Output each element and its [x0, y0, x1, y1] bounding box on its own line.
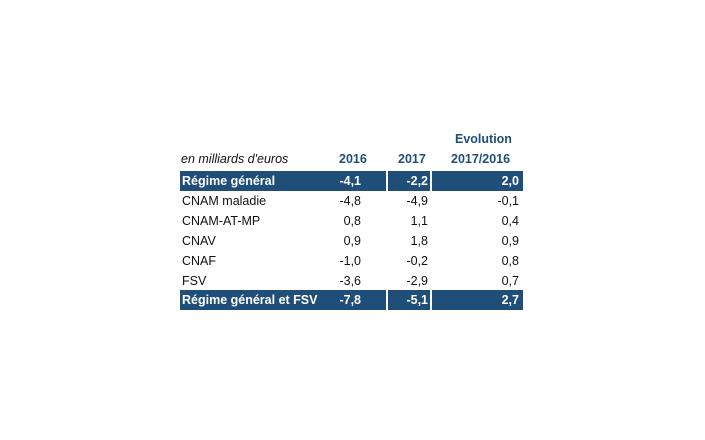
table-row: CNAF -1,0 -0,2 0,8 [180, 251, 523, 271]
header-2016: 2016 [339, 152, 367, 166]
value-evolution: 2,7 [501, 293, 519, 307]
table-row-regime-general: Régime général -4,1 -2,2 2,0 [180, 171, 523, 191]
value-2017: -4,9 [406, 194, 428, 208]
table-row: FSV -3,6 -2,9 0,7 [180, 271, 523, 291]
value-evolution: 0,9 [501, 234, 519, 248]
value-2016: -1,0 [339, 254, 361, 268]
table-row: CNAM maladie -4,8 -4,9 -0,1 [180, 191, 523, 211]
value-2017: -5,1 [406, 293, 428, 307]
value-2017: 1,8 [410, 234, 428, 248]
row-label: CNAM maladie [182, 194, 267, 208]
value-evolution: 0,8 [501, 254, 519, 268]
row-label: Régime général [182, 174, 276, 188]
value-2017: -2,9 [406, 274, 428, 288]
value-2017: -2,2 [406, 174, 428, 188]
value-2016: -4,1 [339, 174, 361, 188]
value-2016: -7,8 [339, 293, 361, 307]
value-2017: -0,2 [406, 254, 428, 268]
row-label: CNAM-AT-MP [182, 214, 261, 228]
value-evolution: 0,7 [501, 274, 519, 288]
header-period: 2017/2016 [451, 152, 511, 166]
table-row: CNAV 0,9 1,8 0,9 [180, 231, 523, 251]
value-evolution: -0,1 [497, 194, 519, 208]
value-evolution: 2,0 [501, 174, 519, 188]
column-separator [386, 290, 388, 310]
unit-label: en milliards d'euros [181, 152, 289, 166]
column-separator [430, 171, 432, 191]
table-row: CNAM-AT-MP 0,8 1,1 0,4 [180, 211, 523, 231]
row-label: CNAF [182, 254, 217, 268]
header-2017: 2017 [398, 152, 426, 166]
header-evolution: Evolution [455, 132, 512, 146]
value-evolution: 0,4 [501, 214, 519, 228]
value-2016: -3,6 [339, 274, 361, 288]
row-label: Régime général et FSV [182, 293, 318, 307]
value-2016: 0,8 [343, 214, 361, 228]
value-2016: -4,8 [339, 194, 361, 208]
row-label: FSV [182, 274, 207, 288]
row-label: CNAV [182, 234, 216, 248]
value-2016: 0,9 [343, 234, 361, 248]
table-row-total: Régime général et FSV -7,8 -5,1 2,7 [180, 290, 523, 310]
value-2017: 1,1 [410, 214, 428, 228]
column-separator [430, 290, 432, 310]
column-separator [386, 171, 388, 191]
